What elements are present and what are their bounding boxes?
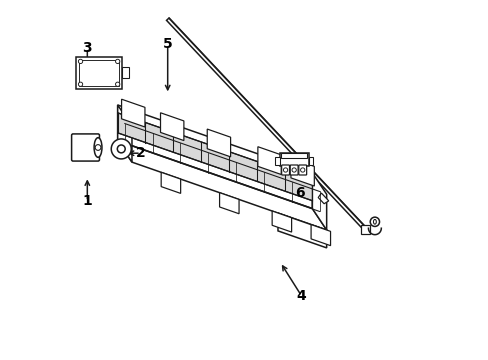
Ellipse shape: [373, 220, 376, 224]
Bar: [279, 153, 308, 166]
Circle shape: [117, 145, 125, 153]
Polygon shape: [166, 18, 366, 231]
Text: 5: 5: [163, 37, 172, 51]
Polygon shape: [118, 105, 132, 162]
Circle shape: [283, 168, 287, 172]
Polygon shape: [272, 211, 291, 232]
Polygon shape: [122, 99, 144, 127]
Polygon shape: [118, 113, 312, 201]
FancyBboxPatch shape: [290, 165, 298, 175]
Ellipse shape: [94, 138, 102, 157]
Polygon shape: [118, 141, 326, 230]
Polygon shape: [161, 172, 180, 193]
Text: 6: 6: [294, 185, 304, 199]
Polygon shape: [310, 225, 330, 246]
Text: 1: 1: [82, 194, 92, 208]
FancyBboxPatch shape: [281, 165, 289, 175]
Bar: [275, 157, 279, 165]
Circle shape: [111, 139, 131, 159]
Polygon shape: [290, 158, 314, 186]
Polygon shape: [207, 129, 230, 157]
Circle shape: [291, 168, 296, 172]
Circle shape: [115, 82, 120, 86]
Circle shape: [78, 59, 82, 64]
Circle shape: [369, 217, 379, 226]
Polygon shape: [312, 173, 326, 230]
Text: 2: 2: [136, 146, 145, 160]
Bar: [308, 157, 312, 165]
Polygon shape: [160, 113, 183, 140]
FancyBboxPatch shape: [71, 134, 99, 161]
Polygon shape: [318, 193, 328, 204]
Text: 3: 3: [82, 41, 92, 55]
Text: 4: 4: [296, 289, 306, 303]
Circle shape: [115, 59, 120, 64]
Polygon shape: [219, 193, 239, 214]
FancyBboxPatch shape: [298, 165, 306, 175]
Bar: [281, 153, 307, 158]
Polygon shape: [257, 147, 281, 175]
Bar: [76, 57, 122, 89]
Circle shape: [300, 168, 304, 172]
Polygon shape: [118, 105, 312, 208]
Polygon shape: [360, 225, 369, 234]
Bar: [79, 60, 119, 86]
Bar: [122, 67, 128, 78]
Polygon shape: [277, 213, 326, 248]
Circle shape: [78, 82, 82, 86]
Circle shape: [95, 145, 101, 150]
